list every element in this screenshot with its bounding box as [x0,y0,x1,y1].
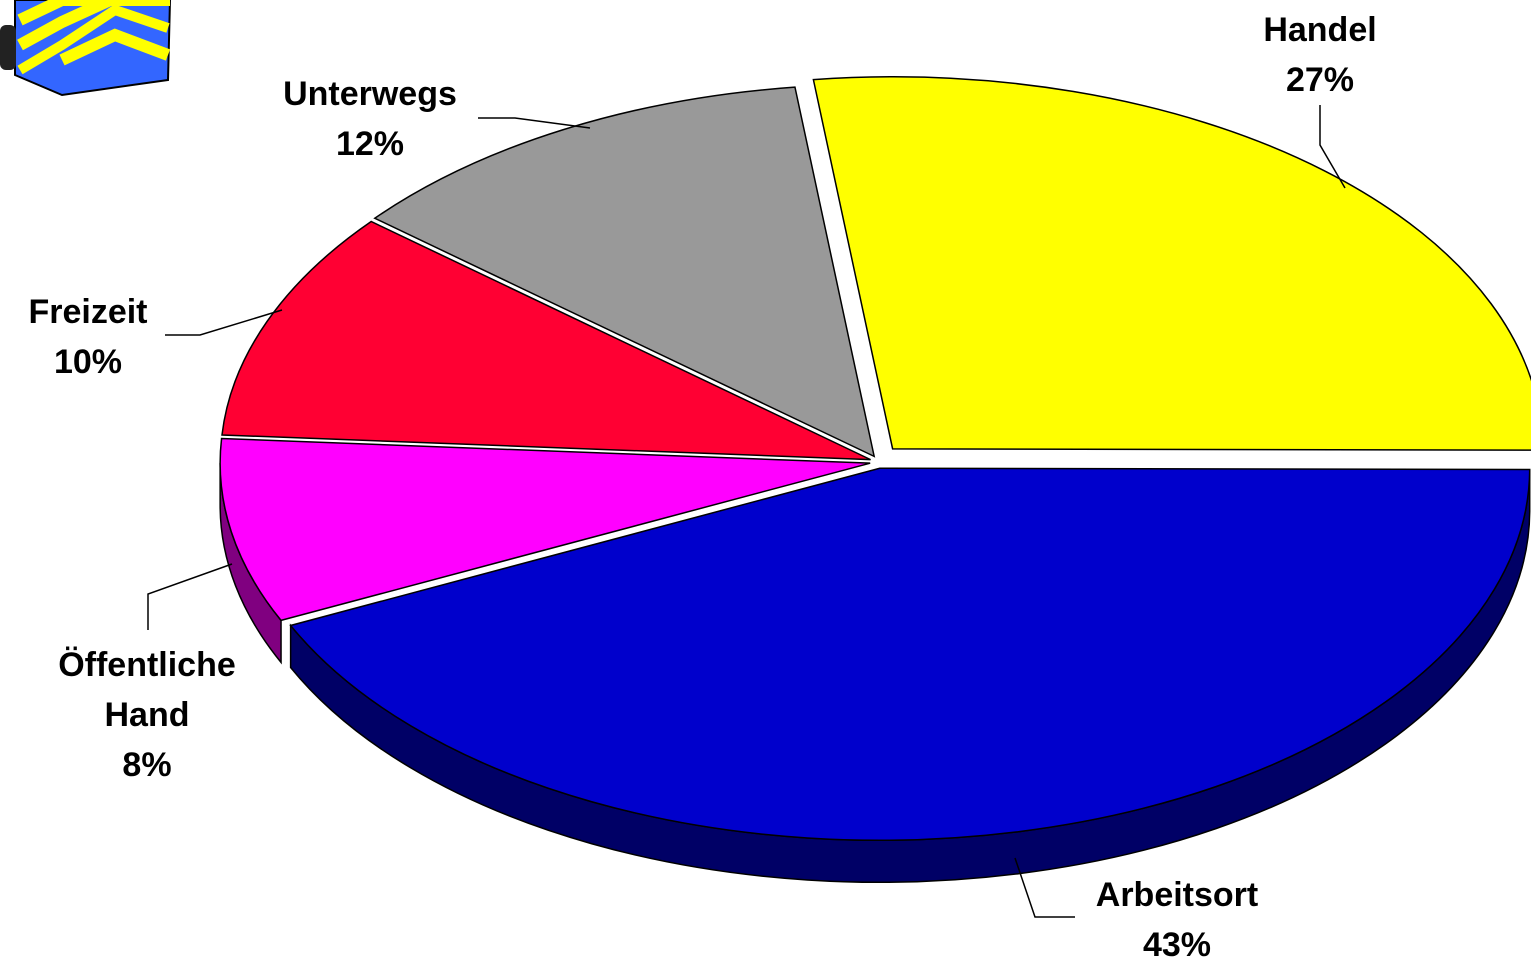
category-label: Handel [1263,11,1377,49]
value-label: 43% [1142,926,1212,959]
leader-line [478,117,591,129]
logo-icon [0,0,172,97]
category-label: Öffentliche Hand [58,646,236,734]
leader-line [165,309,283,336]
value-label: 10% [53,343,123,381]
value-label: 12% [335,125,405,163]
value-label: 8% [122,746,172,784]
data-label: Öffentliche Hand 8% [27,640,267,790]
category-label: Unterwegs [283,75,457,113]
pie-slice [812,76,1531,451]
pie-slice [221,220,871,461]
data-label: Freizeit 10% [0,287,188,387]
leader-line [147,563,233,630]
data-label: Unterwegs 12% [240,69,500,169]
data-label: Arbeitsort 43% [1027,870,1327,959]
leader-line [1014,857,1075,918]
leader-line [1319,105,1346,189]
slice-tops [219,76,1531,841]
value-label: 27% [1285,61,1355,99]
category-label: Freizeit [28,293,148,331]
category-label: Arbeitsort [1095,876,1259,914]
pie-slice [289,467,1531,841]
pie-slice [373,86,876,458]
pie-slice [219,437,871,622]
data-label: Handel 27% [1190,5,1450,105]
